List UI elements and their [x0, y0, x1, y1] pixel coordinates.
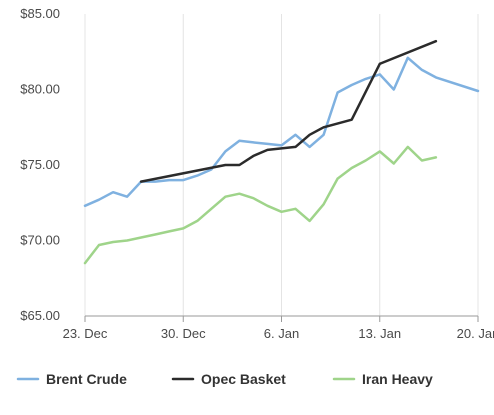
x-tick-label: 20. Jan	[457, 326, 494, 341]
x-axis: 23. Dec 30. Dec 6. Jan 13. Jan 20. Jan	[63, 315, 494, 341]
legend-label: Brent Crude	[46, 371, 127, 387]
legend-item-opec-basket[interactable]: Opec Basket	[171, 371, 286, 387]
y-tick-label: $80.00	[20, 82, 60, 97]
x-tick-label: 6. Jan	[264, 326, 299, 341]
y-axis: $85.00 $80.00 $75.00 $70.00 $65.00	[20, 6, 60, 323]
y-tick-label: $75.00	[20, 157, 60, 172]
y-tick-label: $70.00	[20, 233, 60, 248]
y-tick-label: $65.00	[20, 308, 60, 323]
x-tick-label: 23. Dec	[63, 326, 108, 341]
series-line-opec-basket	[139, 39, 438, 183]
grid-lines	[84, 14, 479, 316]
legend-label: Iran Heavy	[362, 371, 433, 387]
plot-area	[83, 39, 480, 265]
x-tick-label: 13. Jan	[358, 326, 401, 341]
legend: Brent Crude Opec Basket Iran Heavy	[16, 371, 433, 387]
legend-label: Opec Basket	[201, 371, 286, 387]
y-tick-label: $85.00	[20, 6, 60, 21]
legend-item-brent-crude[interactable]: Brent Crude	[16, 371, 127, 387]
legend-item-iran-heavy[interactable]: Iran Heavy	[332, 371, 433, 387]
series-line-iran-heavy	[83, 145, 438, 265]
x-tick-label: 30. Dec	[161, 326, 206, 341]
